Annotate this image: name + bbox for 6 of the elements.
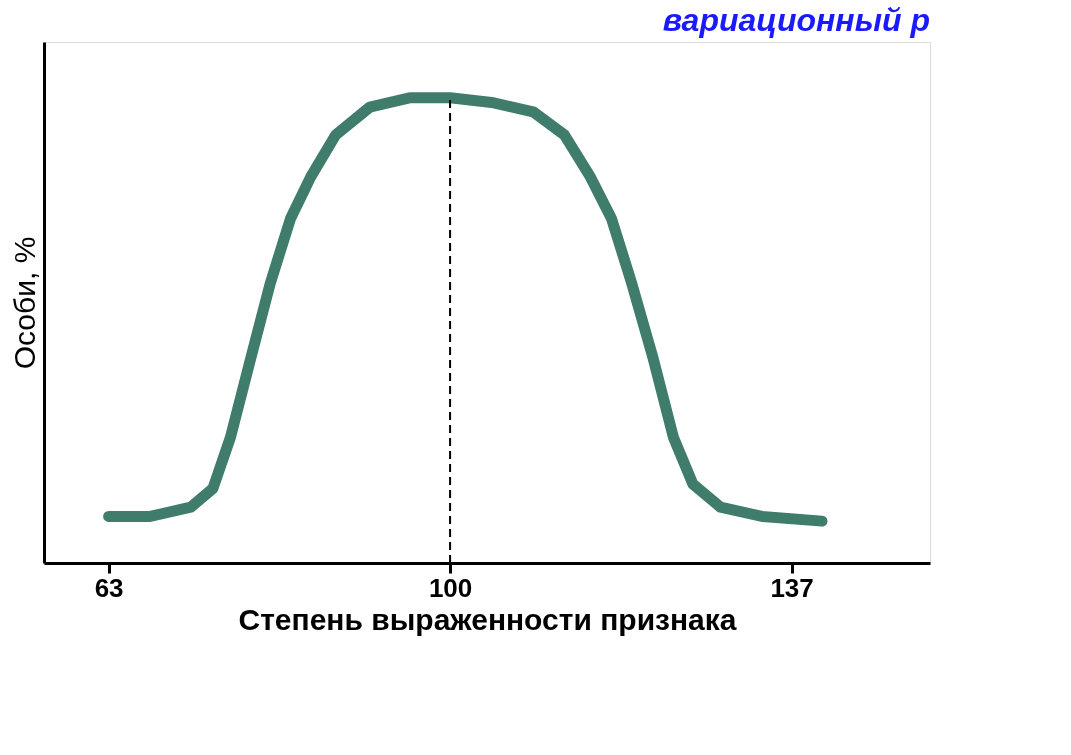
y-axis-title: Особи, % [7, 236, 41, 370]
x-tick-label: 100 [428, 572, 473, 603]
x-tick-label: 137 [770, 572, 814, 603]
chart-title: вариационный р [662, 2, 930, 38]
x-axis-title: Степень выраженности признака [238, 602, 737, 636]
x-tick-label: 63 [94, 572, 124, 603]
